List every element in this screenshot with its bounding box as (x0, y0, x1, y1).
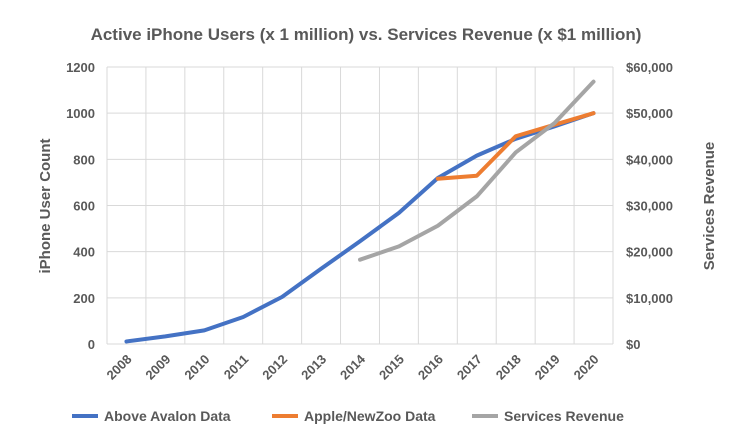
x-tick-label: 2009 (142, 352, 173, 383)
x-tick-label: 2019 (532, 352, 563, 383)
x-tick-label: 2014 (337, 351, 369, 383)
y-tick-label: 1000 (66, 106, 95, 121)
x-tick-label: 2015 (376, 352, 407, 383)
y2-tick-label: $20,000 (626, 245, 673, 260)
x-axis-ticks: 2008 2009 2010 2011 2012 2013 2014 2015 2016 2017… (104, 351, 602, 383)
legend-label: Services Revenue (504, 408, 624, 424)
y2-tick-label: $50,000 (626, 106, 673, 121)
legend: Above Avalon Data Apple/NewZoo Data Servic… (72, 408, 624, 424)
x-tick-label: 2013 (298, 352, 329, 383)
y-tick-label: 1200 (66, 60, 95, 75)
x-tick-label: 2017 (454, 352, 485, 383)
chart-title: Active iPhone Users (x 1 million) vs. Se… (91, 25, 642, 44)
gridlines (106, 66, 614, 345)
y2-tick-label: $60,000 (626, 60, 673, 75)
series-line-2 (358, 79, 596, 262)
y2-tick-label: $10,000 (626, 291, 673, 306)
x-tick-label: 2020 (571, 352, 602, 383)
y-tick-label: 400 (73, 245, 95, 260)
x-tick-label: 2018 (493, 352, 524, 383)
legend-label: Apple/NewZoo Data (304, 408, 436, 424)
y-tick-label: 200 (73, 291, 95, 306)
y-axis-ticks: 0 200 400 600 800 1000 1200 (66, 60, 95, 352)
y-tick-label: 800 (73, 152, 95, 167)
legend-label: Above Avalon Data (104, 408, 231, 424)
x-tick-label: 2010 (181, 352, 212, 383)
y-axis-label: iPhone User Count (37, 138, 54, 273)
y2-axis-label: Services Revenue (701, 142, 718, 270)
y2-tick-label: $30,000 (626, 199, 673, 214)
x-tick-label: 2016 (415, 352, 446, 383)
y2-tick-label: $40,000 (626, 152, 673, 167)
x-tick-label: 2008 (104, 352, 135, 383)
y2-tick-label: $0 (626, 337, 640, 352)
x-tick-label: 2012 (259, 352, 290, 383)
series-lines (124, 79, 596, 344)
y2-axis-ticks: $0 $10,000 $20,000 $30,000 $40,000 $50,000 $60… (626, 60, 673, 352)
y-tick-label: 0 (88, 337, 95, 352)
y-tick-label: 600 (73, 199, 95, 214)
x-tick-label: 2011 (221, 352, 252, 383)
